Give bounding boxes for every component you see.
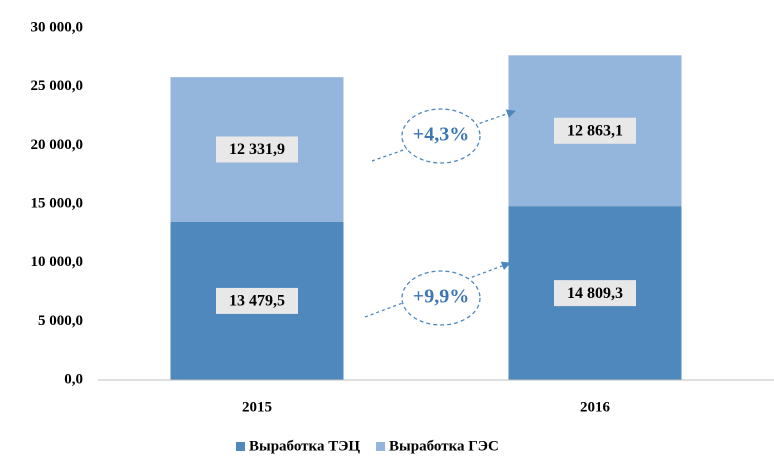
annotation: +4,3% <box>413 124 469 146</box>
y-tick-label: 20 000,0 <box>31 137 84 153</box>
annotation-arrows <box>364 108 516 326</box>
value-label-box <box>554 280 636 307</box>
value-label: 13 479,5 <box>229 293 285 310</box>
x-tick-label: 2015 <box>242 399 272 415</box>
annotation: +9,9% <box>413 286 469 308</box>
y-tick-label: 15 000,0 <box>31 195 84 211</box>
value-label-box <box>216 287 298 314</box>
legend-label: Выработка ГЭС <box>389 438 499 454</box>
value-label-box <box>554 117 636 144</box>
legend-swatch <box>236 442 245 451</box>
value-label: 12 331,9 <box>229 141 285 158</box>
value-label: 12 863,1 <box>567 122 623 139</box>
value-label-box <box>216 136 298 163</box>
legend-swatch <box>376 442 386 451</box>
y-tick-label: 30 000,0 <box>31 19 84 35</box>
y-tick-label: 5 000,0 <box>38 313 83 329</box>
y-tick-label: 10 000,0 <box>31 254 84 270</box>
x-tick-label: 2016 <box>580 399 611 415</box>
value-label: 14 809,3 <box>567 285 623 302</box>
legend-label: Выработка ТЭЦ <box>249 438 360 454</box>
y-tick-label: 0,0 <box>64 371 83 387</box>
y-tick-label: 25 000,0 <box>31 78 84 94</box>
